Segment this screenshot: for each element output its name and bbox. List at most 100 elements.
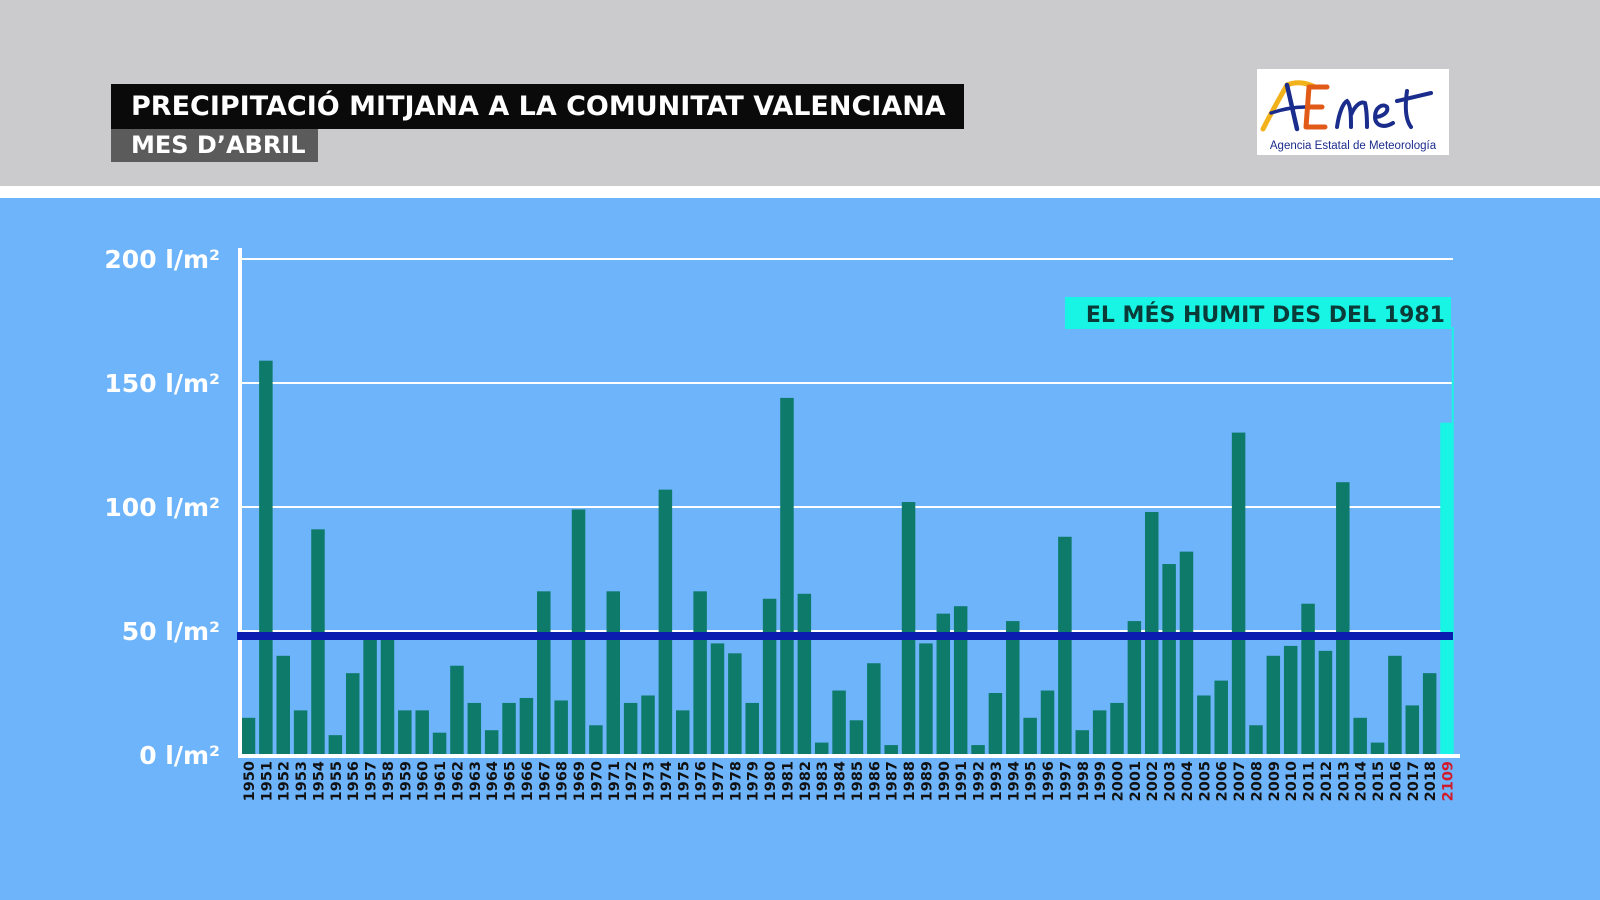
bar bbox=[1318, 650, 1333, 755]
x-tick-label: 1976 bbox=[694, 761, 710, 801]
x-tick-label: 1970 bbox=[589, 761, 605, 801]
x-tick-label: 2000 bbox=[1111, 761, 1127, 801]
bar bbox=[832, 690, 846, 755]
bar bbox=[484, 730, 499, 755]
x-tick-label: 1971 bbox=[607, 761, 623, 801]
bar bbox=[676, 710, 690, 755]
bar bbox=[745, 702, 759, 755]
bar bbox=[971, 745, 985, 755]
x-tick-label: 1953 bbox=[294, 761, 310, 801]
chart-subtitle: MES D’ABRIL bbox=[111, 129, 318, 162]
bar bbox=[1092, 710, 1107, 755]
x-tick-label: 2012 bbox=[1319, 761, 1335, 801]
bar bbox=[780, 397, 794, 755]
x-tick-label: 1958 bbox=[381, 761, 397, 801]
bar bbox=[311, 529, 325, 755]
bar bbox=[1127, 621, 1142, 755]
aemet-logo: Agencia Estatal de Meteorología bbox=[1257, 69, 1449, 155]
x-tick-label: 1955 bbox=[329, 761, 345, 801]
bar bbox=[901, 502, 916, 755]
x-tick-label: 1998 bbox=[1076, 761, 1092, 801]
bar bbox=[380, 635, 395, 755]
bar-highlight bbox=[1440, 422, 1454, 755]
chart-title: PRECIPITACIÓ MITJANA A LA COMUNITAT VALE… bbox=[111, 84, 964, 129]
bar bbox=[519, 697, 534, 755]
bar bbox=[1388, 655, 1402, 755]
bar bbox=[241, 717, 256, 755]
x-tick-label: 1981 bbox=[780, 761, 796, 801]
header-divider bbox=[0, 186, 1600, 198]
x-tick-label: 2001 bbox=[1128, 761, 1144, 801]
bar bbox=[1266, 655, 1281, 755]
bar bbox=[693, 591, 707, 755]
bar bbox=[1353, 717, 1367, 755]
x-tick-label: 1996 bbox=[1041, 761, 1057, 801]
x-tick-label: 2018 bbox=[1423, 761, 1439, 801]
x-tick-label: 1959 bbox=[398, 761, 414, 801]
x-tick-label: 1974 bbox=[659, 761, 675, 801]
bar bbox=[1023, 717, 1037, 755]
bar bbox=[537, 591, 551, 755]
x-tick-label: 1987 bbox=[885, 761, 901, 801]
x-tick-label: 1975 bbox=[676, 761, 692, 801]
x-tick-label: 2004 bbox=[1180, 761, 1196, 801]
x-tick-label: 1978 bbox=[728, 761, 744, 801]
x-tick-label: 1965 bbox=[503, 761, 519, 801]
bar bbox=[710, 643, 725, 755]
x-tick-label: 1985 bbox=[850, 761, 866, 801]
x-tick-label: 1994 bbox=[1006, 761, 1022, 801]
bar bbox=[502, 702, 516, 755]
x-tick-label: 1962 bbox=[450, 761, 466, 801]
bar bbox=[293, 710, 308, 755]
x-tick-label: 2007 bbox=[1232, 761, 1248, 801]
bar bbox=[936, 613, 951, 755]
x-tick-label: 1969 bbox=[572, 761, 588, 801]
x-tick-label: 1963 bbox=[468, 761, 484, 801]
x-tick-label: 1989 bbox=[919, 761, 935, 801]
x-tick-label: 2014 bbox=[1354, 761, 1370, 801]
x-tick-label: 2017 bbox=[1406, 761, 1422, 801]
bar bbox=[1231, 432, 1246, 755]
x-tick-label: 1952 bbox=[277, 761, 293, 801]
bar bbox=[1283, 645, 1298, 755]
x-tick-label: 2009 bbox=[1267, 761, 1283, 801]
bar bbox=[1197, 695, 1211, 755]
x-tick-label: 2008 bbox=[1249, 761, 1265, 801]
bar bbox=[814, 742, 829, 755]
bar bbox=[415, 710, 429, 755]
x-tick-label: 1988 bbox=[902, 761, 918, 801]
x-tick-label: 1957 bbox=[364, 761, 380, 801]
bar bbox=[363, 635, 377, 755]
bar bbox=[606, 591, 621, 755]
x-tick-label: 1967 bbox=[537, 761, 553, 801]
grid-lines bbox=[240, 258, 1453, 632]
x-tick-label: 1993 bbox=[989, 761, 1005, 801]
x-tick-label: 2003 bbox=[1163, 761, 1179, 801]
bar bbox=[988, 693, 1003, 755]
bar bbox=[884, 745, 898, 755]
aemet-logo-graphic: Agencia Estatal de Meteorología bbox=[1260, 80, 1437, 152]
bar bbox=[259, 360, 273, 755]
bar bbox=[728, 653, 742, 755]
x-tick-label: 2016 bbox=[1388, 761, 1404, 801]
y-tick-label: 50 l/m² bbox=[122, 617, 220, 646]
x-tick-label: 2015 bbox=[1371, 761, 1387, 801]
bar bbox=[658, 489, 673, 755]
x-tick-label: 1999 bbox=[1093, 761, 1109, 801]
y-tick-label: 150 l/m² bbox=[104, 369, 220, 398]
bars bbox=[241, 360, 1454, 755]
x-tick-label: 1966 bbox=[520, 761, 536, 801]
x-tick-label: 1983 bbox=[815, 761, 831, 801]
bar bbox=[919, 643, 933, 755]
x-tick-label: 2013 bbox=[1336, 761, 1352, 801]
y-axis-labels: 0 l/m² 50 l/m² 100 l/m² 150 l/m² 200 l/m² bbox=[104, 245, 220, 770]
x-tick-label: 1968 bbox=[555, 761, 571, 801]
x-tick-label: 1960 bbox=[416, 761, 432, 801]
bar bbox=[762, 598, 777, 755]
bar bbox=[1301, 603, 1315, 755]
x-tick-label: 1951 bbox=[259, 761, 275, 801]
bar bbox=[345, 673, 360, 755]
x-tick-label: 1982 bbox=[798, 761, 814, 801]
bar bbox=[797, 593, 812, 755]
